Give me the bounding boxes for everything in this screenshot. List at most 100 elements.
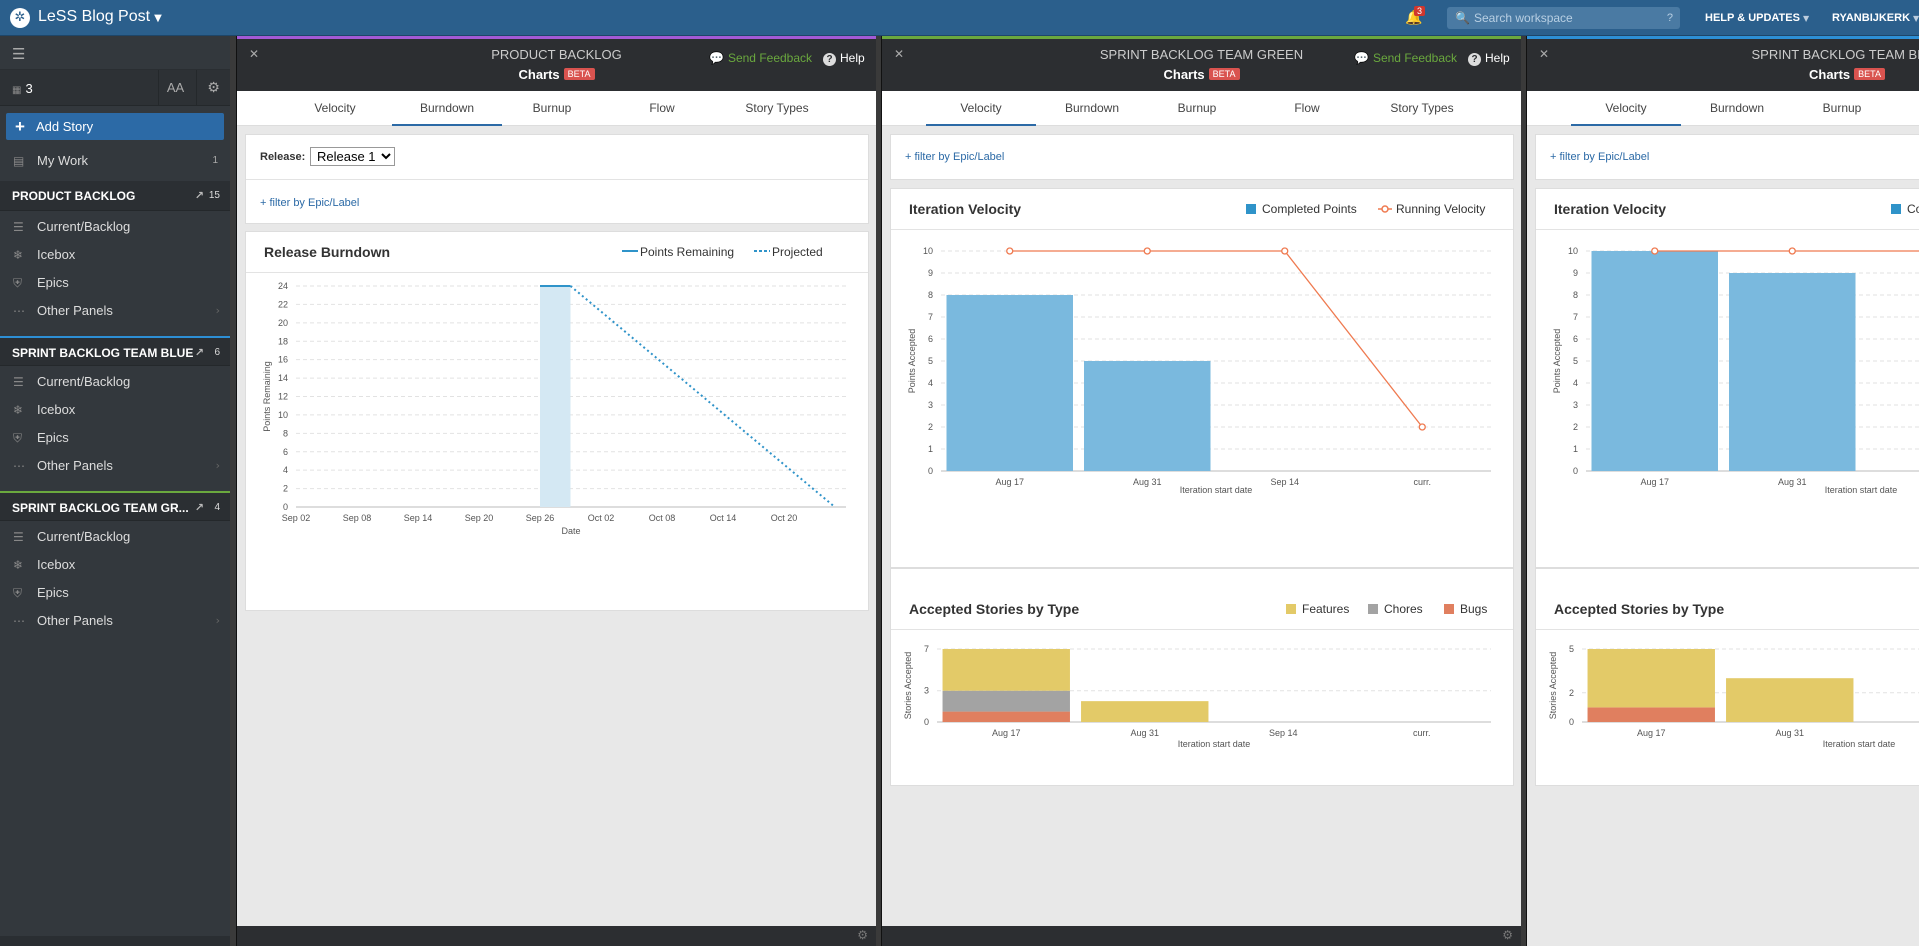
sidebar-item-icebox[interactable]: ❄ Icebox (0, 551, 230, 579)
filter-card: Release: Release 1 + filter by Epic/Labe… (245, 134, 869, 224)
accepted-stories-chart: 0 3 7 Stories Accepted Iteration start date A… (903, 644, 1491, 749)
send-feedback-link[interactable]: 💬 Send Feedback (709, 51, 812, 65)
sidebar-item-current-backlog[interactable]: ☰ Current/Backlog (0, 213, 230, 241)
hamburger-menu-icon[interactable]: ☰ (12, 45, 26, 63)
close-icon[interactable]: ✕ (1539, 47, 1550, 61)
send-feedback-label: Send Feedback (727, 51, 813, 65)
release-label: Release: (260, 151, 306, 163)
tab-story-types[interactable]: Story Types (1390, 101, 1454, 115)
running-velocity-point (1281, 247, 1289, 255)
tab-burndown[interactable]: Burndown (1709, 101, 1765, 115)
y-axis-label: Stories Accepted (903, 652, 913, 720)
help-link[interactable]: ? Help (823, 51, 865, 66)
sidebar-item-epics[interactable]: ⛨ Epics (0, 579, 230, 607)
velocity-bar (1084, 361, 1211, 471)
chart-title: Accepted Stories by Type (909, 601, 1080, 617)
tab-flow[interactable]: Flow (649, 101, 675, 115)
sidebar-item-epics[interactable]: ⛨ Epics (0, 269, 230, 297)
sidebar-item-icebox[interactable]: ❄ Icebox (0, 396, 230, 424)
panel-footer: ⚙ (882, 926, 1521, 946)
sidebar-group-team-green[interactable]: SPRINT BACKLOG TEAM GR... ↗ 4 (0, 491, 230, 521)
panel-footer: ⚙ (237, 926, 876, 946)
project-selector[interactable]: LeSS Blog Post ▼ (38, 8, 162, 26)
y-tick-label: 2 (1569, 688, 1574, 698)
sidebar-item-my-work[interactable]: ▤ My Work 1 (0, 147, 230, 175)
sidebar-item-other-panels[interactable]: ⋯ Other Panels › (0, 607, 230, 635)
x-tick-label: Sep 20 (465, 513, 494, 523)
story-count[interactable]: ▦ 3 (12, 81, 33, 96)
tab-velocity[interactable]: Velocity (1571, 91, 1681, 126)
filter-epic-label-link[interactable]: + filter by Epic/Label (1550, 151, 1650, 163)
y-tick-label: 5 (928, 356, 933, 366)
release-select[interactable]: Release 1 (310, 147, 395, 166)
running-velocity-point (1006, 247, 1014, 255)
tracker-logo-icon[interactable]: ✲ (10, 8, 30, 28)
filter-epic-label-link[interactable]: + filter by Epic/Label (260, 197, 360, 209)
add-story-label: Add Story (36, 119, 94, 134)
sidebar-group-product-backlog[interactable]: PRODUCT BACKLOG ↗ 15 (0, 181, 230, 211)
panel-settings-gear-icon[interactable]: ⚙ (1502, 928, 1513, 942)
legend-running-velocity: Running Velocity (1378, 202, 1485, 216)
y-tick-label: 4 (928, 378, 933, 388)
x-tick-label: Sep 14 (404, 513, 433, 523)
accepted-stories-chart: 0 2 5 Stories Accepted Iteration start date A… (1548, 644, 1919, 749)
tab-flow[interactable]: Flow (1294, 101, 1320, 115)
search-help-icon[interactable]: ? (1666, 12, 1673, 24)
add-story-button[interactable]: + Add Story (6, 113, 224, 140)
tab-burndown[interactable]: Burndown (1064, 101, 1120, 115)
x-tick-label: Aug 31 (1130, 728, 1159, 738)
x-axis-label: Iteration start date (1180, 485, 1253, 495)
sidebar-toolbar: ☰ (0, 36, 230, 70)
help-icon: ? (823, 53, 836, 66)
tab-velocity[interactable]: Velocity (314, 101, 356, 115)
help-link[interactable]: ? Help (1468, 51, 1510, 66)
sidebar-item-icebox[interactable]: ❄ Icebox (0, 241, 230, 269)
tab-burnup[interactable]: Burnup (1822, 101, 1862, 115)
panel-subtitle: Charts BETA (882, 67, 1521, 82)
sidebar-item-current-backlog[interactable]: ☰ Current/Backlog (0, 523, 230, 551)
tab-story-types[interactable]: Story Types (745, 101, 809, 115)
sidebar-item-other-panels[interactable]: ⋯ Other Panels › (0, 297, 230, 325)
tab-velocity[interactable]: Velocity (926, 91, 1036, 126)
legend-swatch (1891, 204, 1901, 214)
notification-count-badge: 3 (1414, 6, 1426, 16)
chevron-down-icon: ▼ (1913, 14, 1919, 23)
running-velocity-line (1009, 250, 1423, 428)
y-tick-label: 4 (283, 465, 288, 475)
tab-burnup[interactable]: Burnup (1177, 101, 1217, 115)
beta-badge: BETA (1854, 68, 1886, 80)
charts-label: Charts (1163, 67, 1205, 82)
settings-gear-icon[interactable]: ⚙ (196, 70, 230, 106)
y-tick-label: 16 (278, 355, 288, 365)
help-icon: ? (1468, 53, 1481, 66)
sidebar-item-epics[interactable]: ⛨ Epics (0, 424, 230, 452)
sidebar-item-current-backlog[interactable]: ☰ Current/Backlog (0, 368, 230, 396)
user-menu[interactable]: RYANBIJKERK ▼ (1832, 12, 1919, 24)
panel-subtitle: Charts BETA (1527, 67, 1919, 82)
notifications-bell-icon[interactable]: 🔔 3 (1405, 6, 1426, 26)
font-size-button[interactable]: AA (158, 70, 192, 106)
y-tick-label: 5 (1573, 356, 1578, 366)
running-velocity-point (1143, 247, 1151, 255)
sidebar-item-other-panels[interactable]: ⋯ Other Panels › (0, 452, 230, 480)
legend-label: Running Velocity (1396, 202, 1486, 216)
send-feedback-link[interactable]: 💬 Send Feedback (1354, 51, 1457, 65)
help-updates-menu[interactable]: HELP & UPDATES ▼ (1705, 12, 1809, 24)
close-icon[interactable]: ✕ (249, 47, 260, 61)
close-icon[interactable]: ✕ (894, 47, 905, 61)
stacked-bar-segment (942, 690, 1070, 712)
stacked-bar-segment (1587, 649, 1715, 708)
divider (891, 229, 1513, 230)
divider (246, 272, 868, 273)
search-input[interactable]: 🔍 Search workspace? (1447, 7, 1680, 29)
panel-settings-gear-icon[interactable]: ⚙ (857, 928, 868, 942)
charts-label: Charts (1808, 67, 1851, 82)
tab-burndown[interactable]: Burndown (392, 91, 502, 126)
legend-completed-points: Completed Points (1246, 202, 1357, 216)
filter-epic-label-link[interactable]: + filter by Epic/Label (905, 151, 1005, 163)
tab-burnup[interactable]: Burnup (532, 101, 572, 115)
sidebar-group-team-blue[interactable]: SPRINT BACKLOG TEAM BLUE ↗ 6 (0, 336, 230, 366)
y-tick-label: 22 (278, 299, 288, 309)
y-tick-label: 6 (1573, 334, 1578, 344)
